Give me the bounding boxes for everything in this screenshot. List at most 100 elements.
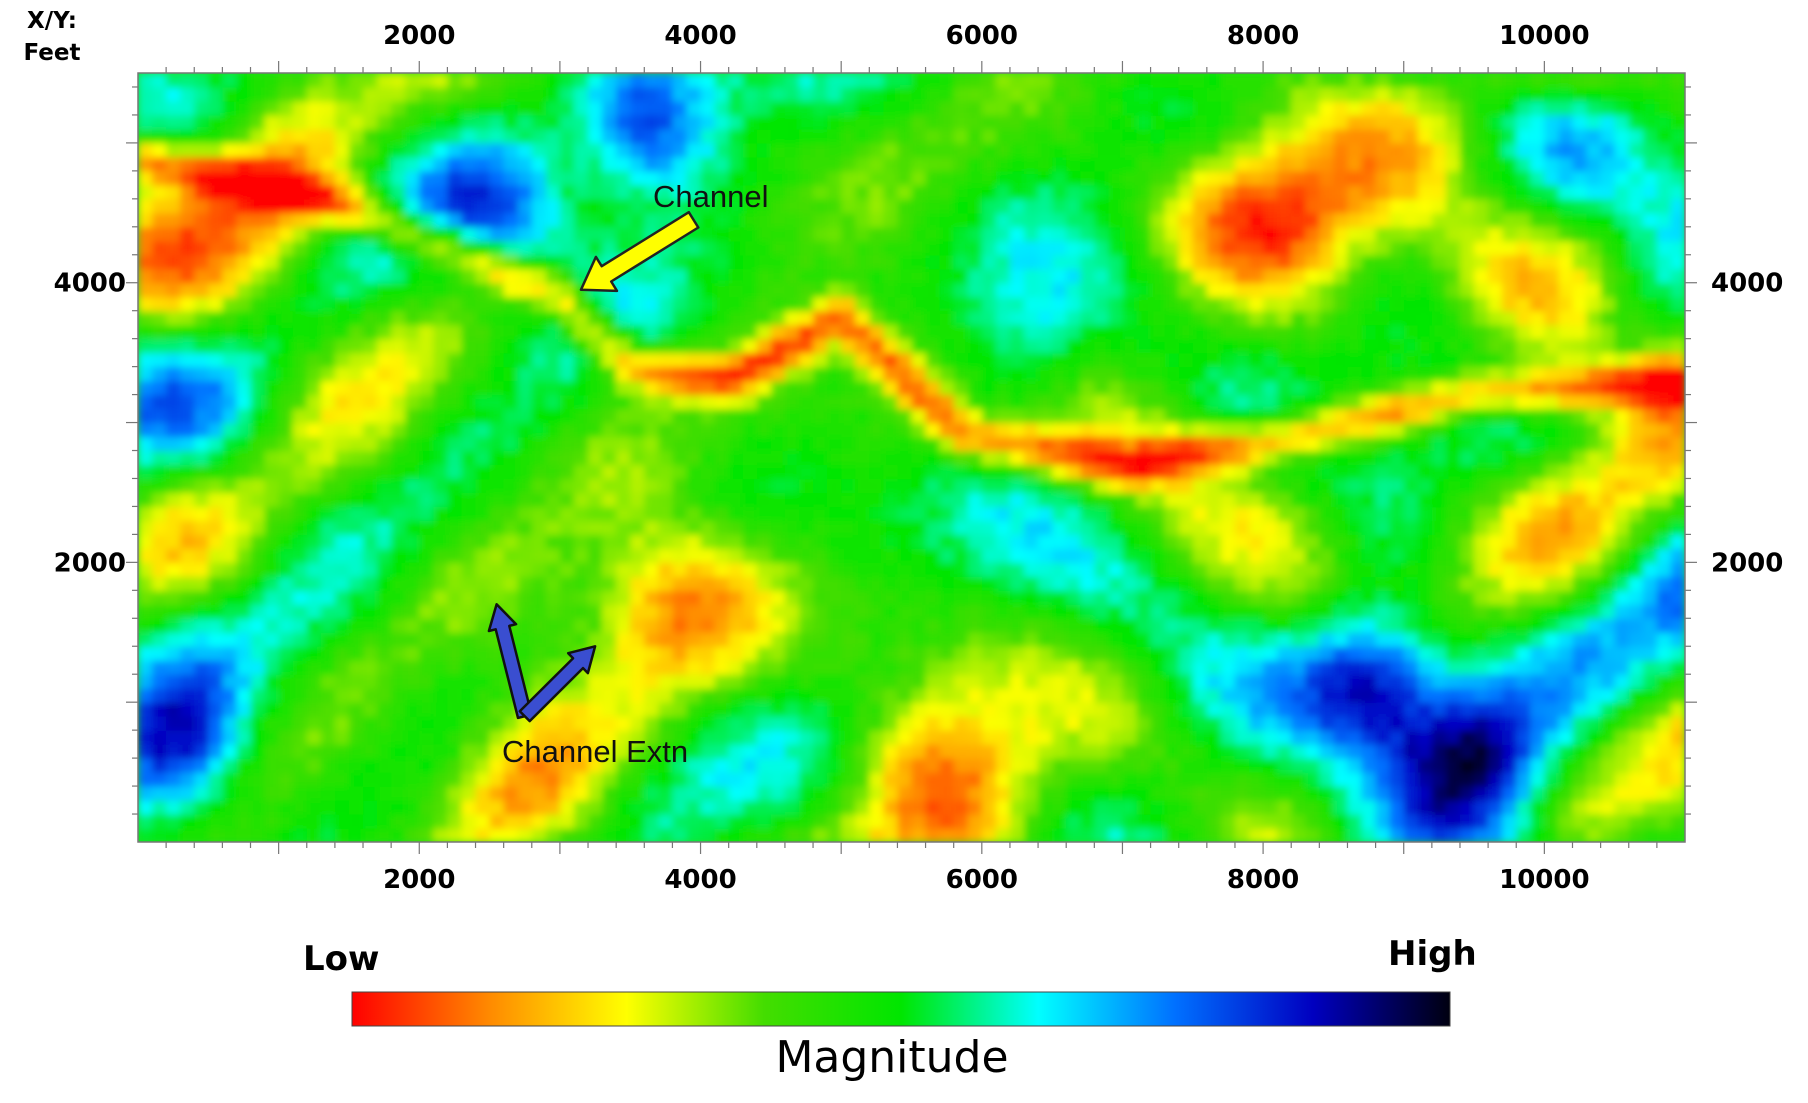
heatmap-cell: [433, 478, 448, 494]
heatmap-cell: [1544, 590, 1560, 605]
heatmap-cell: [1192, 730, 1208, 745]
heatmap-cell: [1389, 632, 1405, 647]
heatmap-cell: [1206, 338, 1222, 354]
heatmap-cell: [1009, 268, 1025, 284]
heatmap-cell: [405, 758, 420, 773]
heatmap-cell: [700, 520, 716, 535]
heatmap-cell: [573, 520, 589, 535]
heatmap-cell: [602, 646, 617, 661]
heatmap-cell: [1277, 450, 1292, 466]
heatmap-cell: [1361, 282, 1377, 298]
heatmap-cell: [855, 380, 870, 396]
heatmap-cell: [967, 492, 983, 508]
heatmap-cell: [616, 814, 631, 829]
heatmap-cell: [798, 576, 814, 591]
heatmap-cell: [489, 786, 505, 801]
heatmap-cell: [1614, 380, 1630, 396]
heatmap-cell: [1277, 828, 1292, 842]
heatmap-cell: [1277, 674, 1292, 689]
heatmap-cell: [1234, 464, 1250, 480]
heatmap-cell: [1249, 450, 1264, 466]
heatmap-cell: [855, 786, 870, 801]
heatmap-cell: [1192, 450, 1208, 466]
heatmap-cell: [742, 366, 758, 382]
heatmap-cell: [447, 758, 463, 773]
heatmap-cell: [1459, 436, 1475, 452]
heatmap-cell: [1375, 702, 1391, 717]
heatmap-cell: [925, 394, 941, 410]
heatmap-cell: [1080, 464, 1095, 480]
heatmap-cell: [573, 436, 589, 452]
heatmap-cell: [756, 450, 772, 466]
heatmap-cell: [1192, 394, 1208, 410]
heatmap-cell: [911, 506, 927, 522]
heatmap-cell: [953, 478, 969, 494]
heatmap-cell: [742, 534, 758, 549]
heatmap-cell: [644, 716, 659, 731]
heatmap-cell: [925, 296, 941, 312]
heatmap-cell: [1558, 422, 1574, 438]
heatmap-cell: [1192, 828, 1208, 842]
heatmap-cell: [700, 338, 716, 354]
heatmap-cell: [377, 632, 392, 647]
heatmap-cell: [306, 772, 322, 787]
heatmap-cell: [1488, 282, 1503, 298]
heatmap-cell: [236, 716, 252, 731]
heatmap-cell: [1347, 730, 1363, 745]
heatmap-cell: [1445, 450, 1461, 466]
heatmap-cell: [1150, 240, 1166, 256]
heatmap-cell: [1122, 240, 1138, 256]
heatmap-cell: [363, 618, 378, 633]
heatmap-cell: [855, 730, 870, 745]
heatmap-cell: [166, 450, 181, 466]
heatmap-cell: [1164, 548, 1180, 563]
heatmap-cell: [897, 282, 913, 298]
heatmap-cell: [770, 394, 786, 410]
heatmap-cell: [925, 506, 941, 522]
heatmap-cell: [714, 590, 730, 605]
heatmap-cell: [1066, 702, 1081, 717]
heatmap-cell: [883, 758, 899, 773]
heatmap-cell: [573, 492, 589, 508]
heatmap-cell: [208, 492, 223, 508]
heatmap-cell: [1052, 408, 1067, 424]
heatmap-cell: [1431, 338, 1447, 354]
heatmap-cell: [166, 254, 181, 270]
heatmap-cell: [1502, 618, 1517, 633]
heatmap-cell: [348, 646, 364, 661]
heatmap-cell: [672, 464, 688, 480]
heatmap-cell: [292, 674, 308, 689]
heatmap-cell: [925, 702, 941, 717]
heatmap-cell: [559, 254, 575, 270]
heatmap-cell: [1038, 268, 1053, 284]
heatmap-cell: [1586, 408, 1602, 424]
heatmap-cell: [1150, 716, 1166, 731]
heatmap-cell: [1502, 786, 1517, 801]
heatmap-cell: [1249, 534, 1264, 549]
heatmap-cell: [1206, 268, 1222, 284]
heatmap-cell: [1024, 646, 1039, 661]
heatmap-cell: [841, 548, 856, 563]
heatmap-cell: [1263, 352, 1278, 368]
heatmap-cell: [334, 310, 350, 326]
heatmap-cell: [1558, 646, 1574, 661]
heatmap-cell: [602, 436, 617, 452]
heatmap-cell: [1066, 814, 1081, 829]
heatmap-cell: [897, 506, 913, 522]
heatmap-cell: [616, 646, 631, 661]
heatmap-cell: [1333, 548, 1349, 563]
heatmap-cell: [1136, 338, 1152, 354]
heatmap-cell: [208, 198, 223, 214]
heatmap-cell: [1136, 744, 1152, 759]
heatmap-cell: [1277, 548, 1292, 563]
heatmap-cell: [841, 254, 856, 270]
heatmap-cell: [953, 408, 969, 424]
heatmap-cell: [1502, 800, 1517, 815]
heatmap-cell: [1305, 366, 1320, 382]
heatmap-cell: [1052, 646, 1067, 661]
heatmap-cell: [1291, 786, 1306, 801]
heatmap-cell: [1333, 716, 1349, 731]
heatmap-cell: [855, 758, 870, 773]
heatmap-cell: [447, 268, 463, 284]
heatmap-cell: [1192, 422, 1208, 438]
